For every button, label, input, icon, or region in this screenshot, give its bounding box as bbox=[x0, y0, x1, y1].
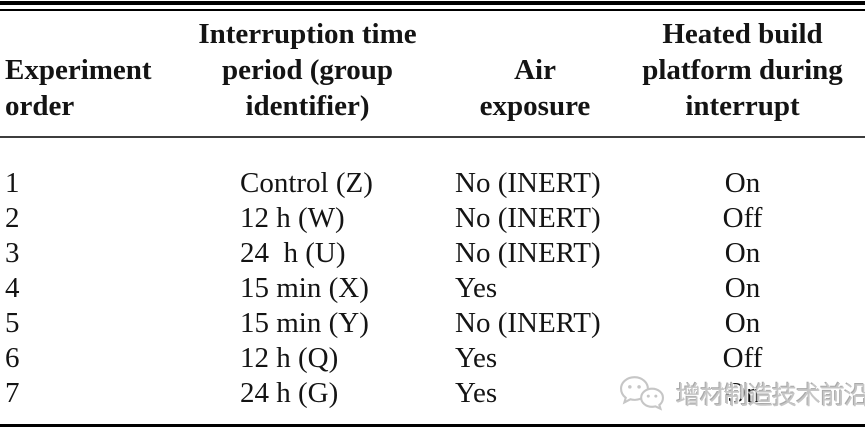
cell-experiment-order: 6 bbox=[5, 342, 20, 374]
header-line: identifier) bbox=[245, 90, 370, 122]
header-heated-build-platform: Heated build platform during interrupt bbox=[620, 16, 865, 130]
header-line: Experiment bbox=[5, 54, 152, 86]
header-line: Heated build bbox=[662, 18, 823, 50]
cell-interruption-period: 12 h (Q) bbox=[240, 342, 339, 374]
header-experiment-order: Experiment order bbox=[0, 52, 165, 130]
cell-interruption-period: 15 min (X) bbox=[240, 272, 369, 304]
cell-interruption-period: 24 h (U) bbox=[240, 237, 346, 269]
table-row: 5 15 min (Y) No (INERT) On bbox=[0, 306, 865, 341]
header-interruption-time-period: Interruption time period (group identifi… bbox=[165, 16, 450, 130]
header-air-exposure: Air exposure bbox=[450, 52, 620, 130]
table-row: 1 Control (Z) No (INERT) On bbox=[0, 166, 865, 201]
header-line: exposure bbox=[479, 90, 591, 122]
header-line: interrupt bbox=[685, 90, 800, 122]
table-header-row: Experiment order Interruption time perio… bbox=[0, 16, 865, 130]
cell-heated-platform: On bbox=[724, 237, 761, 269]
cell-air-exposure: No (INERT) bbox=[455, 167, 601, 199]
cell-air-exposure: No (INERT) bbox=[455, 202, 601, 234]
table-row: 4 15 min (X) Yes On bbox=[0, 271, 865, 306]
cell-interruption-period: 12 h (W) bbox=[240, 202, 345, 234]
cell-experiment-order: 3 bbox=[5, 237, 20, 269]
cell-interruption-period: 15 min (Y) bbox=[240, 307, 369, 339]
wechat-icon bbox=[619, 376, 665, 411]
cell-experiment-order: 7 bbox=[5, 377, 20, 409]
cell-air-exposure: Yes bbox=[455, 342, 498, 374]
cell-interruption-period: Control (Z) bbox=[240, 167, 373, 199]
cell-heated-platform: On bbox=[724, 307, 761, 339]
cell-heated-platform: On bbox=[724, 272, 761, 304]
cell-heated-platform: On bbox=[724, 167, 761, 199]
cell-heated-platform: On bbox=[724, 377, 761, 409]
header-line: platform during bbox=[642, 54, 843, 86]
header-separator-rule bbox=[0, 136, 865, 138]
cell-air-exposure: No (INERT) bbox=[455, 237, 601, 269]
cell-experiment-order: 4 bbox=[5, 272, 20, 304]
table-row: 7 24 h (G) Yes On bbox=[0, 376, 865, 411]
header-line: period (group bbox=[221, 54, 394, 86]
table-row: 6 12 h (Q) Yes Off bbox=[0, 341, 865, 376]
cell-experiment-order: 2 bbox=[5, 202, 20, 234]
cell-experiment-order: 1 bbox=[5, 167, 20, 199]
cell-air-exposure: Yes bbox=[455, 377, 498, 409]
cell-experiment-order: 5 bbox=[5, 307, 20, 339]
top-rule-thin bbox=[0, 9, 865, 11]
bottom-rule bbox=[0, 424, 865, 427]
cell-air-exposure: No (INERT) bbox=[455, 307, 601, 339]
watermark-text: 增材制造技术前沿 bbox=[676, 381, 865, 410]
header-line: Air bbox=[514, 54, 556, 86]
watermark: 增材制造技术前沿 bbox=[616, 368, 865, 420]
cell-heated-platform: Off bbox=[722, 202, 763, 234]
header-line: Interruption time bbox=[198, 18, 417, 50]
cell-heated-platform: Off bbox=[722, 342, 763, 374]
top-rule-thick bbox=[0, 1, 865, 5]
table-row: 2 12 h (W) No (INERT) Off bbox=[0, 201, 865, 236]
header-line: order bbox=[5, 90, 75, 122]
table-body: 1 Control (Z) No (INERT) On 2 12 h (W) N… bbox=[0, 166, 865, 411]
cell-interruption-period: 24 h (G) bbox=[240, 377, 339, 409]
cell-air-exposure: Yes bbox=[455, 272, 498, 304]
table-row: 3 24 h (U) No (INERT) On bbox=[0, 236, 865, 271]
